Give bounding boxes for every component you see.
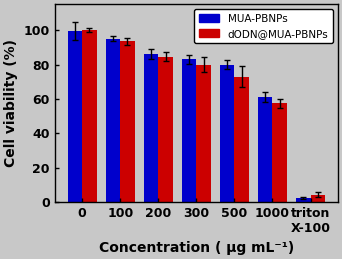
Bar	[196, 64, 211, 203]
Bar	[182, 59, 196, 203]
Y-axis label: Cell viability (%): Cell viability (%)	[4, 39, 18, 167]
Bar	[273, 103, 287, 203]
Legend: MUA-PBNPs, dODN@MUA-PBNPs: MUA-PBNPs, dODN@MUA-PBNPs	[194, 9, 333, 43]
Bar	[234, 77, 249, 203]
Bar	[158, 57, 173, 203]
Bar	[68, 31, 82, 203]
X-axis label: Concentration ( μg mL⁻¹): Concentration ( μg mL⁻¹)	[99, 241, 294, 255]
Bar	[120, 41, 135, 203]
Bar	[258, 97, 273, 203]
Bar	[311, 195, 325, 203]
Bar	[220, 64, 234, 203]
Bar	[144, 54, 158, 203]
Bar	[296, 198, 311, 203]
Bar	[106, 39, 120, 203]
Bar	[82, 30, 97, 203]
